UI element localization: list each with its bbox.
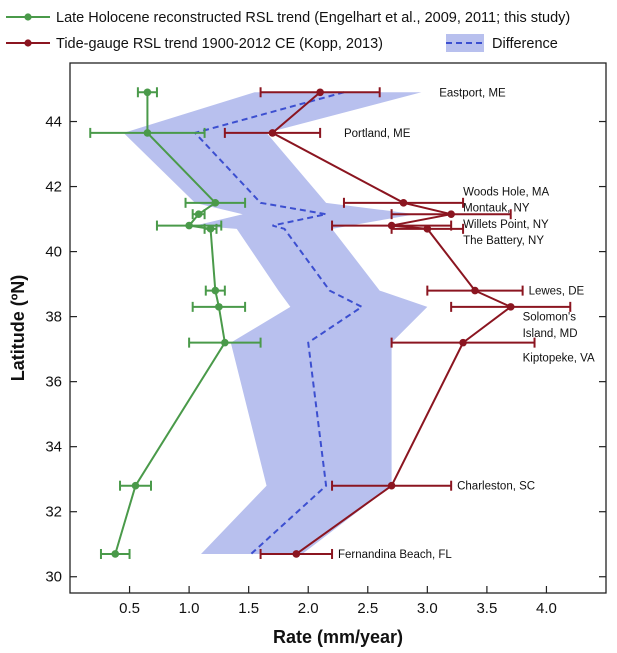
x-tick-label: 1.0 (179, 600, 200, 617)
tidegauge-point (387, 481, 396, 490)
tidegauge-point (506, 303, 515, 311)
site-label-layer: Eastport, ME Portland, ME Woods Hole, MA Mo… (338, 87, 595, 561)
holocene-point (111, 550, 120, 558)
x-tick-label: 4.0 (536, 600, 557, 617)
holocene-point (131, 481, 140, 490)
x-tick-label: 3.0 (417, 600, 438, 617)
tidegauge-point (399, 199, 408, 207)
holocene-point (185, 221, 193, 230)
y-tick-label: 36 (45, 374, 62, 391)
site-label: Eastport, ME (439, 87, 506, 99)
holocene-point (194, 210, 203, 218)
holocene-point (143, 88, 152, 97)
legend: Late Holocene reconstructed RSL trend (E… (6, 10, 570, 52)
x-tick-label: 3.5 (476, 600, 497, 617)
x-tick-label: 0.5 (119, 600, 140, 617)
y-tick-label: 32 (45, 504, 62, 521)
tidegauge-point (459, 338, 467, 347)
axis-layer: 0.5 1.0 1.5 2.0 2.5 3.0 3.5 4.0 30 32 34 36 38 40 42 44 (45, 62, 607, 617)
site-label: Montauk, NY (463, 203, 530, 215)
holocene-point (206, 225, 215, 233)
tidegauge-point (387, 221, 396, 230)
legend-difference-swatch-fill (446, 34, 484, 52)
x-tick-label: 2.5 (357, 600, 378, 617)
legend-tidegauge-swatch-marker (24, 39, 32, 47)
x-tick-label: 1.5 (238, 600, 259, 617)
series-layer (89, 87, 572, 559)
y-tick-label: 42 (45, 179, 62, 196)
y-axis-title: Latitude (ºN) (8, 275, 28, 382)
holocene-point (215, 303, 223, 311)
legend-holocene-swatch-marker (24, 13, 32, 21)
plot-frame (69, 62, 607, 594)
holocene-point (211, 286, 220, 295)
holocene-point (143, 129, 152, 137)
tidegauge-point (268, 129, 277, 137)
x-tick-label: 2.0 (298, 600, 319, 617)
site-label: Island, MD (523, 328, 578, 340)
tidegauge-point (423, 225, 432, 233)
y-tick-label: 38 (45, 309, 62, 326)
tidegauge-point (316, 88, 324, 97)
tidegauge-point (471, 286, 479, 295)
difference-band (123, 92, 428, 554)
tidegauge-point (292, 550, 301, 558)
tidegauge-point (447, 210, 455, 218)
y-tick-label: 44 (45, 114, 62, 131)
site-label: Lewes, DE (529, 286, 585, 298)
y-tick-label: 30 (45, 569, 62, 586)
holocene-point (221, 338, 229, 347)
x-axis-title: Rate (mm/year) (273, 627, 403, 647)
site-label: Charleston, SC (457, 481, 535, 493)
site-label: Kiptopeke, VA (523, 352, 595, 364)
site-label: Fernandina Beach, FL (338, 549, 452, 561)
site-label: Portland, ME (344, 128, 411, 140)
y-tick-label: 40 (45, 244, 62, 261)
site-label: The Battery, NY (463, 235, 544, 247)
holocene-point (211, 199, 220, 207)
difference-line (193, 91, 364, 555)
y-tick-label: 34 (45, 439, 62, 456)
legend-holocene-label: Late Holocene reconstructed RSL trend (E… (56, 10, 570, 26)
difference-band-layer (123, 91, 428, 555)
site-label: Woods Hole, MA (463, 186, 549, 198)
site-label: Willets Point, NY (463, 219, 549, 231)
legend-difference-label: Difference (492, 36, 558, 52)
site-label: Solomon's (523, 312, 577, 324)
legend-tidegauge-label: Tide-gauge RSL trend 1900-2012 CE (Kopp,… (56, 36, 383, 52)
